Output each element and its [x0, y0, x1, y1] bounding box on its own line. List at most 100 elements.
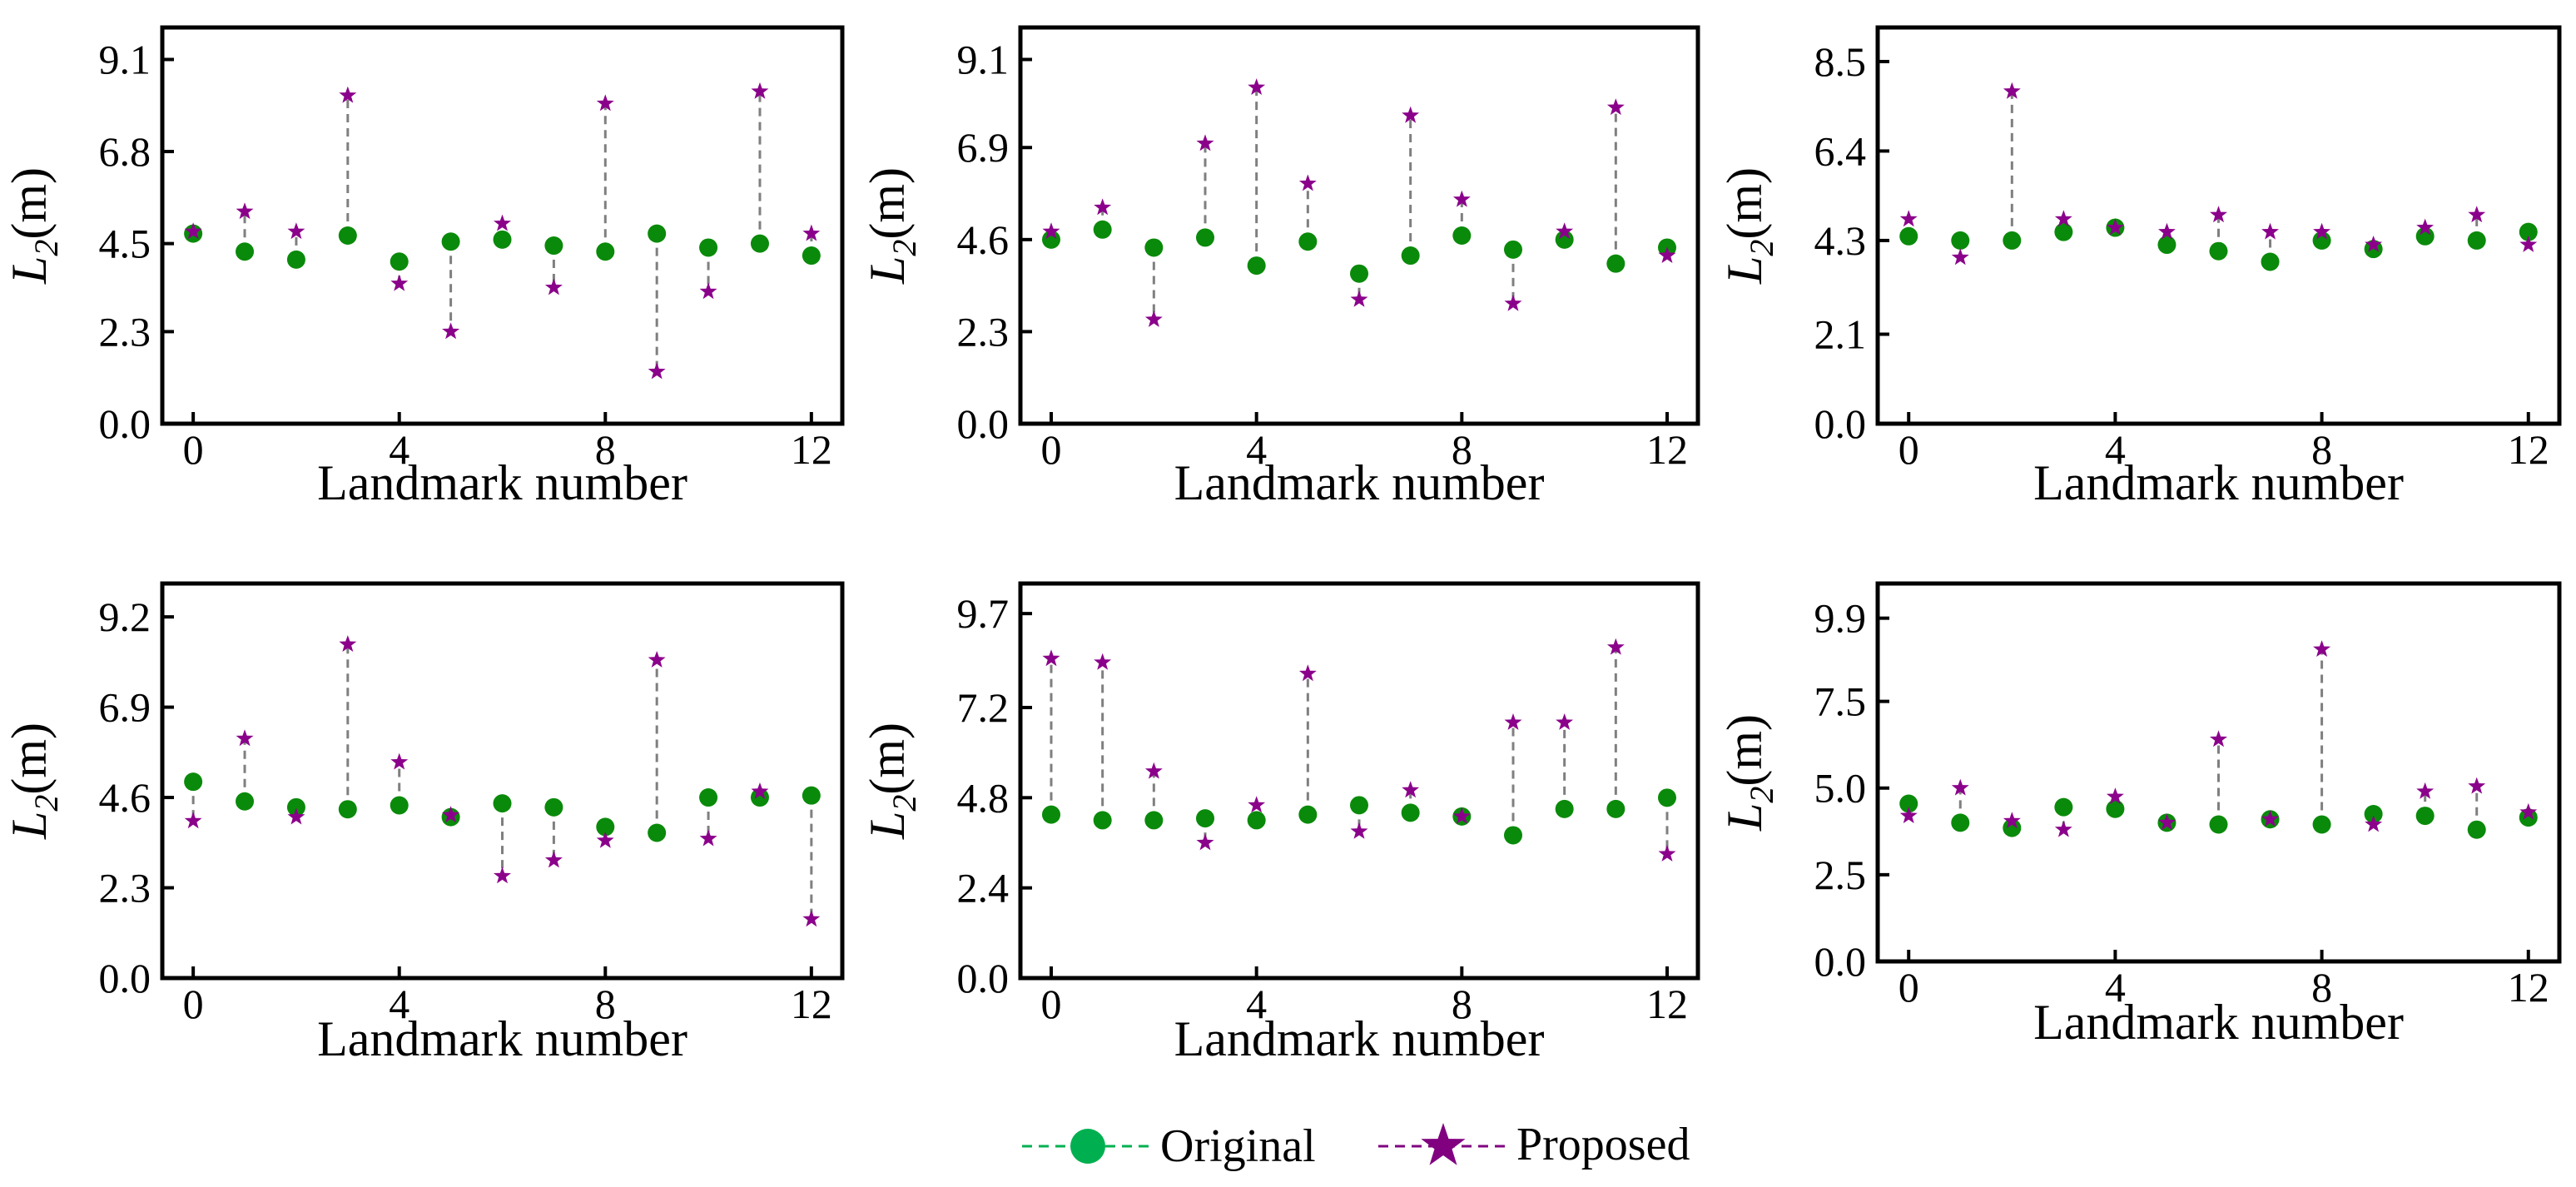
y-tick-label: 4.6	[99, 774, 151, 821]
plot-frame	[160, 25, 845, 426]
y-tick-label: 6.4	[1814, 127, 1867, 174]
y-axis-label: L2(m)	[2, 167, 65, 285]
proposed-point	[184, 222, 202, 240]
proposed-point	[544, 851, 563, 868]
proposed-point	[2468, 206, 2486, 223]
original-point	[596, 817, 615, 837]
y-axis-label-unit: (m)	[860, 723, 915, 795]
proposed-point	[236, 729, 254, 747]
y-tick-label: 4.8	[957, 774, 1010, 821]
original-point	[1196, 228, 1214, 247]
proposed-point	[2313, 640, 2331, 657]
proposed-point	[390, 752, 409, 770]
y-tick-label: 6.9	[957, 124, 1010, 171]
original-point	[390, 252, 409, 271]
original-point	[1298, 232, 1318, 251]
y-axis-label-sub: 2	[1743, 787, 1780, 803]
y-tick-label: 9.1	[99, 36, 151, 82]
y-axis-label-unit: (m)	[860, 167, 915, 240]
y-axis-label-unit: (m)	[1717, 167, 1772, 240]
proposed-point	[1899, 210, 1918, 227]
y-tick-label: 0.0	[957, 955, 1010, 1001]
x-tick-label: 8	[2311, 964, 2332, 1011]
original-point	[2312, 815, 2331, 834]
proposed-point	[494, 867, 511, 884]
original-point	[802, 246, 821, 266]
y-axis-label-sub: 2	[886, 240, 923, 256]
proposed-point	[648, 651, 666, 668]
y-tick-label: 0.0	[99, 400, 151, 447]
original-point	[1951, 231, 1970, 250]
proposed-point	[544, 278, 563, 296]
y-axis-label: L2(m)	[1717, 714, 1780, 832]
original-point	[338, 800, 357, 819]
x-tick-label: 8	[1452, 426, 1472, 473]
y-axis-label: L2(m)	[1717, 167, 1780, 285]
original-point	[2467, 231, 2486, 250]
original-point	[1658, 788, 1676, 807]
original-point	[441, 232, 460, 251]
proposed-point	[494, 214, 511, 231]
proposed-point	[184, 812, 202, 829]
y-axis-label-unit: (m)	[2, 723, 57, 795]
proposed-point	[236, 202, 254, 220]
original-point	[2261, 252, 2280, 271]
y-axis-label-sub: 2	[886, 795, 923, 812]
proposed-point	[648, 362, 666, 380]
original-point	[699, 238, 718, 257]
original-point	[1401, 246, 1420, 266]
original-point	[699, 788, 718, 807]
original-point	[390, 796, 409, 815]
original-point	[750, 234, 769, 253]
proposed-point	[1350, 822, 1368, 839]
proposed-point	[2158, 813, 2176, 831]
chart-panel-2: 0.0 2.3 4.6 6.9 9.1 0 4 8 12 Landmark number L2(m)	[860, 25, 1700, 510]
original-point	[596, 242, 615, 261]
proposed-point	[1248, 796, 1266, 813]
proposed-point	[1248, 78, 1266, 95]
original-point	[1144, 238, 1164, 257]
proposed-point	[751, 82, 769, 99]
original-point	[493, 794, 512, 813]
original-point	[2054, 797, 2073, 817]
original-point	[2003, 231, 2022, 250]
original-point	[2519, 222, 2538, 241]
original-point	[1350, 264, 1368, 283]
legend: Original Proposed	[1022, 1119, 1690, 1172]
proposed-point	[699, 829, 717, 847]
original-point	[648, 224, 667, 243]
proposed-point	[1298, 174, 1317, 191]
chart-panel-3: 0.0 2.1 4.3 6.4 8.5 0 4 8 12 Landmark number L2(m)	[1717, 25, 2562, 510]
original-point	[1093, 811, 1112, 830]
proposed-point	[1556, 713, 1574, 730]
original-point	[2467, 820, 2486, 839]
proposed-point	[1951, 778, 1969, 796]
proposed-point	[1196, 134, 1214, 151]
original-point	[1093, 220, 1112, 239]
original-point	[1899, 226, 1918, 246]
y-tick-label: 7.5	[1814, 678, 1867, 725]
proposed-point	[2106, 787, 2124, 805]
plot-frame	[1875, 581, 2562, 964]
proposed-point	[442, 806, 460, 823]
original-point	[802, 786, 821, 805]
chart-panel-4: 0.0 2.3 4.6 6.9 9.2 0 4 8 12 Landmark number L2(m)	[2, 581, 845, 1066]
proposed-point	[1658, 246, 1676, 263]
proposed-point	[442, 322, 460, 340]
y-axis-label-unit: (m)	[1717, 714, 1772, 787]
plot-frame	[1018, 581, 1700, 981]
plot-frame	[160, 581, 845, 981]
x-tick-label: 4	[2105, 964, 2126, 1011]
x-tick-label: 12	[791, 426, 832, 473]
proposed-point	[751, 782, 769, 799]
proposed-point	[1350, 290, 1368, 307]
proposed-point	[2365, 236, 2383, 252]
x-tick-label: 4	[389, 981, 409, 1027]
original-point	[2364, 804, 2383, 823]
proposed-point	[287, 222, 305, 240]
original-point	[338, 226, 357, 246]
proposed-point	[2519, 236, 2538, 252]
y-axis-label-main: L	[2, 256, 57, 285]
chart-panel-1: 0.0 2.3 4.5 6.8 9.1 0 4 8 12 Landmark number L2(m)	[2, 25, 845, 510]
